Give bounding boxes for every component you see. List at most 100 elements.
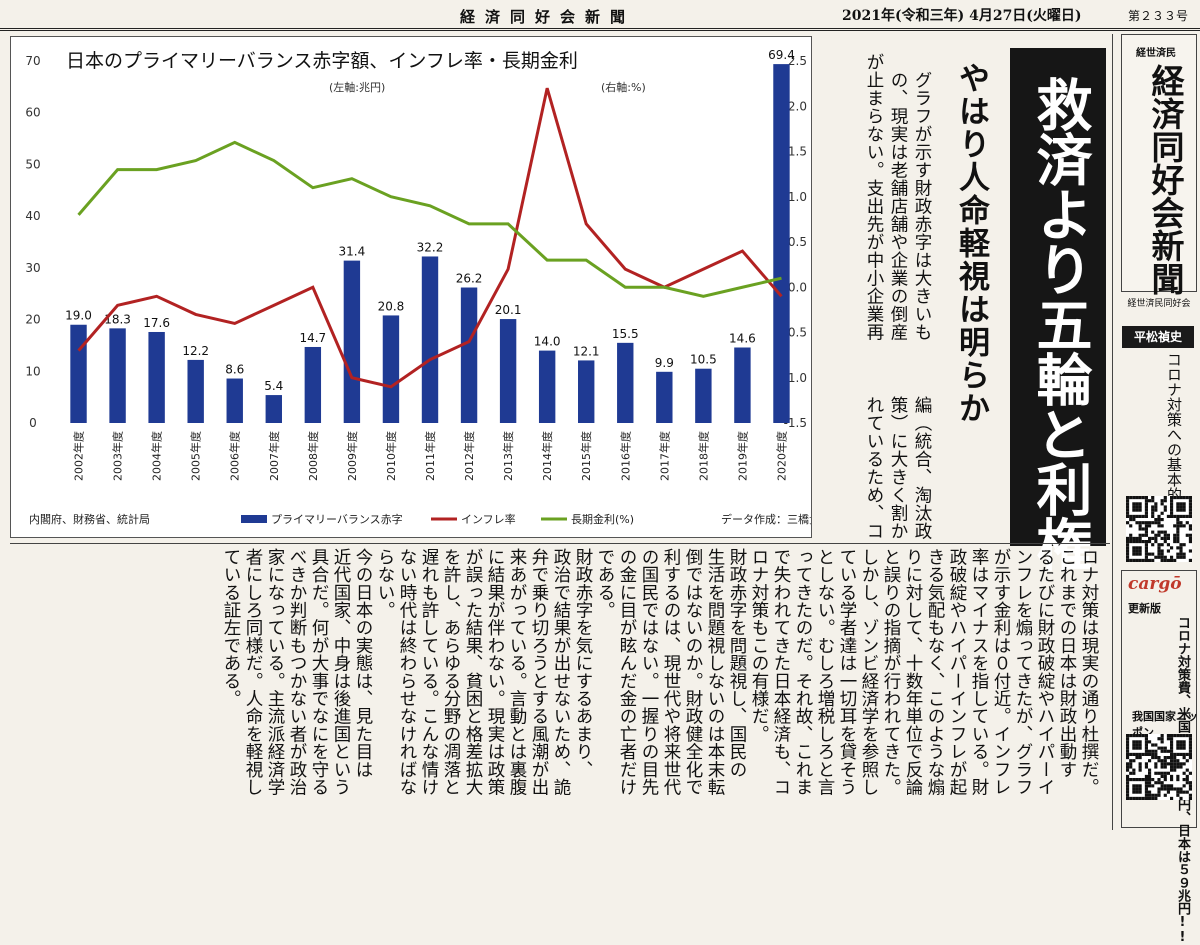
bar-label: 69.4 bbox=[768, 48, 795, 62]
category-label: 2017年度 bbox=[657, 431, 671, 481]
category-label: 2007年度 bbox=[267, 431, 281, 481]
issue-number: 第２３３号 bbox=[1128, 9, 1189, 23]
bar bbox=[382, 315, 400, 423]
body-column: で失われてきた日本経済も、コ bbox=[771, 548, 791, 796]
body-column: の金に目が眩んだ金の亡者だけ bbox=[617, 548, 637, 796]
body-column: と誤りの指摘が行われてきた。 bbox=[881, 548, 901, 796]
body-column: 利するのは、現世代や将来世代 bbox=[661, 548, 681, 796]
bar-label: 26.2 bbox=[456, 272, 483, 286]
left-tick-label: 30 bbox=[25, 261, 40, 275]
author-badge: 平松禎史 bbox=[1122, 326, 1194, 348]
intro-line: 編（統合、淘汰政 bbox=[912, 396, 932, 540]
masthead-rule bbox=[0, 28, 1200, 31]
category-label: 2004年度 bbox=[150, 431, 164, 481]
bar bbox=[499, 319, 517, 423]
bar-label: 10.5 bbox=[690, 353, 717, 367]
bar bbox=[617, 342, 634, 423]
bar-label: 20.8 bbox=[378, 299, 405, 313]
bar-label: 14.6 bbox=[729, 331, 756, 345]
bar bbox=[421, 256, 439, 423]
bar bbox=[304, 346, 322, 423]
chart: 日本のプライマリーバランス赤字額、インフレ率・長期金利 (左軸:兆円) (右軸:%)… bbox=[25, 48, 811, 526]
bar bbox=[734, 347, 751, 423]
right-tick-label: 1.5 bbox=[788, 145, 807, 159]
bar-label: 31.4 bbox=[339, 245, 366, 259]
intro-line: れているため、コ bbox=[864, 396, 884, 540]
cargo-badge: 更新版 bbox=[1128, 602, 1161, 615]
body-column: るたびに財政破綻やハイパーイ bbox=[1035, 548, 1055, 796]
body-column: としない。むしろ増税しろと言 bbox=[815, 548, 835, 796]
bar bbox=[578, 360, 595, 423]
newspaper-title: 経済同好会新聞 bbox=[460, 8, 636, 26]
right-tick-label: 0.5 bbox=[788, 235, 807, 249]
body-column: ない時代は終わらせなければな bbox=[397, 548, 417, 796]
body-column: 政治で結果が出せないため、詭 bbox=[551, 548, 571, 796]
right-axis-unit: (右軸:%) bbox=[601, 80, 646, 94]
body-column: ロナ対策もこの有様だ。 bbox=[749, 548, 769, 743]
bar-label: 32.2 bbox=[417, 240, 444, 254]
body-column: 弁で乗り切ろうとする風潮が出 bbox=[529, 548, 549, 796]
bar bbox=[70, 324, 87, 423]
category-label: 2015年度 bbox=[579, 431, 593, 481]
qr-code-icon[interactable] bbox=[1126, 734, 1192, 800]
body-column: ンフレを煽ってきたが、グラフ bbox=[1013, 548, 1033, 796]
bar-label: 8.6 bbox=[225, 363, 244, 377]
qr-code-icon[interactable] bbox=[1126, 496, 1192, 562]
body-column: らない。 bbox=[375, 548, 395, 619]
body-column: 率はマイナスを指している。財 bbox=[969, 548, 989, 796]
left-tick-label: 60 bbox=[25, 106, 40, 120]
body-column: が誤った結果、貧困と格差拡大 bbox=[463, 548, 483, 796]
category-label: 2012年度 bbox=[462, 431, 476, 481]
body-column: しかし、ゾンビ経済学を参照し bbox=[859, 548, 879, 796]
bar bbox=[343, 260, 361, 423]
category-label: 2016年度 bbox=[618, 431, 632, 481]
bar-label: 18.3 bbox=[104, 312, 131, 326]
chart-source: 内閣府、財務省、統計局 bbox=[29, 512, 150, 526]
legend-label: インフレ率 bbox=[461, 512, 516, 526]
bar-label: 12.1 bbox=[573, 344, 600, 358]
body-column: に結果が伴わない。現実は政策 bbox=[485, 548, 505, 796]
bar bbox=[460, 287, 478, 423]
subheadline: やはり人命軽視は明らか bbox=[953, 62, 989, 425]
intro-line: グラフが示す財政赤字は大きいも bbox=[912, 70, 932, 341]
divider bbox=[10, 543, 1110, 544]
category-label: 2003年度 bbox=[111, 431, 125, 481]
bar-label: 15.5 bbox=[612, 327, 639, 341]
bar-label: 19.0 bbox=[65, 309, 92, 323]
article-body: ロナ対策は現実の通り杜撰だ。 これまでの日本は財政出動す るたびに財政破綻やハイパー… bbox=[18, 548, 1100, 828]
category-label: 2006年度 bbox=[228, 431, 242, 481]
bar bbox=[226, 378, 243, 423]
bar-label: 14.7 bbox=[299, 331, 326, 345]
left-tick-label: 0 bbox=[29, 416, 37, 430]
body-column: が示す金利は０付近。インフレ bbox=[991, 548, 1011, 796]
cargo-ad-panel bbox=[1121, 570, 1197, 828]
body-column: の国民ではない。一握りの目先 bbox=[639, 548, 659, 796]
legend-label: プライマリーバランス赤字 bbox=[271, 512, 403, 526]
right-tick-label: 2.5 bbox=[788, 54, 807, 68]
right-tick-label: 0.0 bbox=[788, 280, 807, 294]
chart-title: 日本のプライマリーバランス赤字額、インフレ率・長期金利 bbox=[66, 50, 578, 72]
category-label: 2010年度 bbox=[384, 431, 398, 481]
logo-subtitle: 経世済民 bbox=[1136, 48, 1176, 59]
publisher-name: 経世済民同好会 bbox=[1127, 299, 1191, 309]
intro-line: の、現実は老舗店舗や企業の倒産 bbox=[888, 70, 908, 341]
body-column: 者にしろ同様だ。人命を軽視し bbox=[243, 548, 263, 796]
category-label: 2019年度 bbox=[735, 431, 749, 481]
body-column: これまでの日本は財政出動す bbox=[1057, 548, 1077, 779]
category-label: 2018年度 bbox=[696, 431, 710, 481]
bar bbox=[656, 371, 673, 423]
left-tick-label: 50 bbox=[25, 157, 40, 171]
bar-label: 14.0 bbox=[534, 335, 561, 349]
right-tick-label: 1.0 bbox=[788, 190, 807, 204]
legend-swatch bbox=[241, 515, 267, 523]
category-label: 2002年度 bbox=[72, 431, 86, 481]
series-line bbox=[77, 140, 782, 298]
author-topic: コロナ対策への基本的な考え方 bbox=[1165, 352, 1183, 562]
chart-credit: データ作成：三橋貴明 bbox=[721, 512, 811, 526]
intro-text: グラフが示す財政赤字は大きいも の、現実は老舗店舗や企業の倒産 が止まらない。支出先… bbox=[838, 42, 934, 540]
category-label: 2005年度 bbox=[189, 431, 203, 481]
body-column: ってきたのだ。それ故、これま bbox=[793, 548, 813, 796]
body-column: ロナ対策は現実の通り杜撰だ。 bbox=[1079, 548, 1099, 796]
issue-date: 2021年(令和三年) 4月27日(火曜日) bbox=[842, 8, 1082, 24]
newspaper-logo-panel bbox=[1121, 34, 1197, 292]
